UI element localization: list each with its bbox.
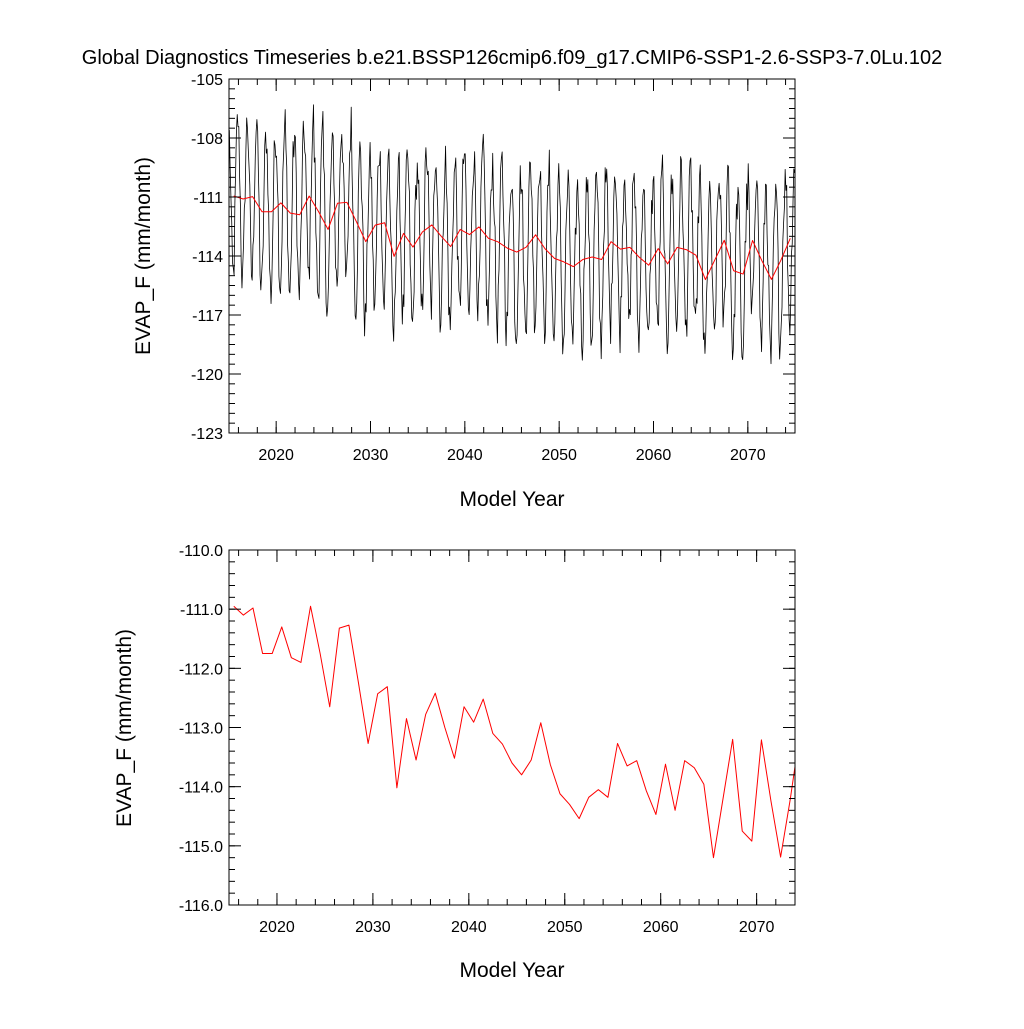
top-ticks-group: -123 -120 -117 -114 -111 -108 -105 2020 2030 2040… xyxy=(191,72,795,464)
top-y-tick-label: -114 xyxy=(192,249,223,266)
top-x-tick-label: 2060 xyxy=(636,447,672,464)
bottom-y-tick-label: -114.0 xyxy=(179,780,223,797)
top-y-axis-title: EVAP_F (mm/month) xyxy=(132,157,155,355)
bottom-y-tick-label: -111.0 xyxy=(180,602,223,619)
top-panel: -123 -120 -117 -114 -111 -108 -105 2020 2030 2040… xyxy=(132,72,796,511)
top-x-tick-label: 2030 xyxy=(353,447,389,464)
bottom-x-tick-label: 2020 xyxy=(259,919,295,936)
top-series-group xyxy=(229,104,795,365)
bottom-panel: -116.0 -115.0 -114.0 -113.0 -112.0 -111.0 -110… xyxy=(113,543,796,982)
top-y-tick-label: -123 xyxy=(191,426,223,443)
bottom-y-tick-label: -113.0 xyxy=(179,721,223,738)
top-x-tick-label: 2050 xyxy=(541,447,577,464)
top-y-tick-label: -111 xyxy=(193,190,223,207)
bottom-plot-frame xyxy=(228,549,796,906)
top-monthly-series-line xyxy=(229,104,795,365)
bottom-y-tick-label: -115.0 xyxy=(179,839,223,856)
bottom-y-tick-label: -112.0 xyxy=(179,661,223,678)
top-x-axis-title: Model Year xyxy=(459,488,564,511)
bottom-y-tick-label: -110.0 xyxy=(179,543,223,560)
top-y-tick-label: -105 xyxy=(191,72,223,89)
bottom-x-tick-label: 2060 xyxy=(643,919,679,936)
bottom-annual-series-line xyxy=(233,605,795,859)
bottom-x-tick-label: 2030 xyxy=(355,919,391,936)
top-x-tick-label: 2040 xyxy=(447,447,483,464)
top-y-tick-label: -117 xyxy=(192,308,223,325)
top-y-tick-label: -108 xyxy=(191,131,223,148)
bottom-x-tick-label: 2040 xyxy=(451,919,487,936)
bottom-y-tick-label: -116.0 xyxy=(179,898,223,915)
bottom-x-tick-label: 2050 xyxy=(547,919,583,936)
bottom-y-axis-title: EVAP_F (mm/month) xyxy=(113,629,136,827)
top-y-tick-label: -120 xyxy=(191,367,223,384)
bottom-series-group xyxy=(233,605,795,859)
bottom-x-axis-title: Model Year xyxy=(459,959,564,982)
top-annual-series-line xyxy=(233,195,791,281)
top-x-tick-label: 2070 xyxy=(730,447,766,464)
bottom-x-tick-label: 2070 xyxy=(739,919,775,936)
bottom-ticks-group: -116.0 -115.0 -114.0 -113.0 -112.0 -111.0 -110… xyxy=(179,543,796,936)
top-x-tick-label: 2020 xyxy=(258,447,294,464)
chart-title: Global Diagnostics Timeseries b.e21.BSSP… xyxy=(82,47,942,69)
